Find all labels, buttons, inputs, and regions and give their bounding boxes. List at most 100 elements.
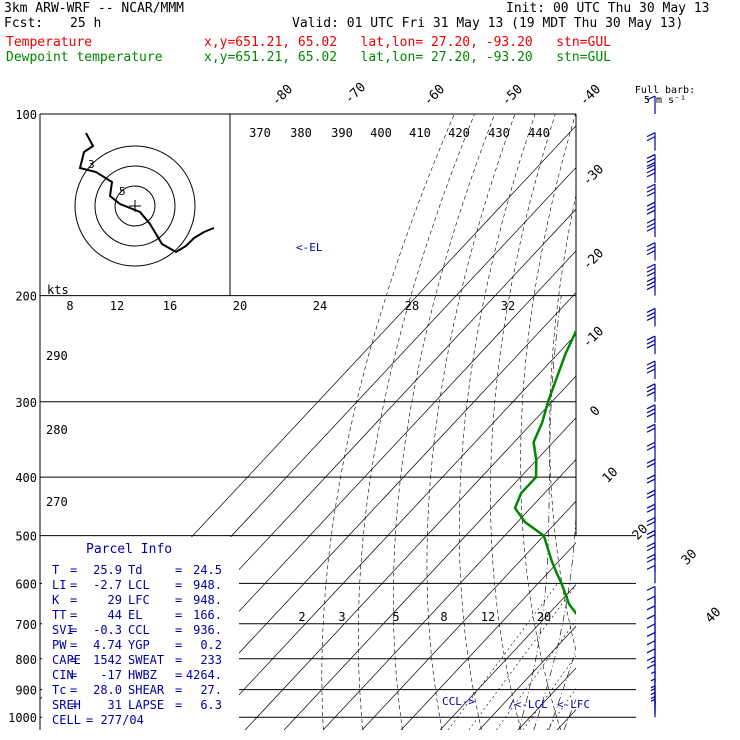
- pressure-tick-label: 100: [15, 108, 37, 122]
- parcel-key: YGP: [128, 638, 150, 652]
- parcel-eq: =: [70, 653, 77, 667]
- parcel-key: LFC: [128, 593, 150, 607]
- wind-barb-flag: [646, 339, 656, 345]
- isotherm-line: [322, 458, 576, 730]
- hodograph-ring-label: 5: [119, 185, 126, 198]
- wind-barb-half: [650, 698, 656, 702]
- parcel-value: 936.: [193, 623, 222, 637]
- parcel-eq: =: [70, 698, 77, 712]
- dry-adiabat-label: 290: [46, 349, 68, 363]
- moist-adiabat-line: [594, 296, 740, 730]
- barb-legend-title: Full barb:: [635, 85, 695, 96]
- parcel-eq: =: [175, 593, 182, 607]
- wind-barb-flag: [646, 640, 656, 646]
- parcel-eq: =: [70, 608, 77, 622]
- dry-adiabat-line: [706, 114, 740, 730]
- wind-barb: [646, 263, 656, 283]
- wind-barb-flag: [646, 605, 656, 611]
- wind-barb-half: [650, 671, 656, 675]
- isotherm-line: [400, 542, 576, 730]
- moist-adiabat-line: [579, 296, 695, 730]
- wind-barb-flag: [646, 458, 656, 464]
- el-marker: <-EL: [296, 241, 323, 254]
- wind-barb-flag: [646, 493, 656, 499]
- mixing-ratio-label: 5: [392, 610, 399, 624]
- wind-barb-flag: [646, 631, 656, 637]
- parcel-eq: =: [175, 638, 182, 652]
- parcel-eq: =: [70, 668, 77, 682]
- theta-label: 380: [290, 126, 312, 140]
- pressure-tick-label: 600: [15, 577, 37, 591]
- wind-barb-half: [650, 692, 656, 696]
- isotherm-line: [556, 709, 576, 730]
- parcel-value: 0.2: [200, 638, 222, 652]
- wind-barb-flag: [646, 614, 656, 620]
- isotherm-line: [478, 625, 576, 730]
- dry-adiabat-line: [631, 114, 719, 730]
- wind-barb: [646, 595, 656, 615]
- wind-barb-half: [650, 696, 656, 700]
- dry-adiabat-line: [729, 114, 740, 730]
- pressure-tick-label: 700: [15, 618, 37, 632]
- forecast-hours: 25 h: [70, 16, 102, 31]
- parcel-value: 44: [108, 608, 122, 622]
- parcel-eq: =: [175, 578, 182, 592]
- wind-barb-flag: [646, 187, 656, 193]
- mixing-ratio-label: 20: [537, 610, 551, 624]
- theta-label: 400: [370, 126, 392, 140]
- isotherm-line: [244, 375, 576, 730]
- forecast-label: Fcst:: [4, 16, 44, 31]
- parcel-value: 31: [108, 698, 122, 712]
- wind-barb-flag: [646, 478, 656, 484]
- wind-barb-flag: [646, 503, 656, 509]
- wind-barb-flag: [646, 201, 656, 207]
- dry-adiabat-label: 270: [46, 495, 68, 509]
- parcel-value: 25.9: [93, 563, 122, 577]
- ccl-marker: CCL->: [442, 695, 475, 708]
- wind-barb-flag: [646, 183, 656, 189]
- temperature-legend: Temperature: [6, 35, 93, 50]
- isotherm-line: [439, 584, 576, 730]
- theta-label: 420: [448, 126, 470, 140]
- wind-barb-flag: [646, 533, 656, 539]
- dry-adiabat-line: [321, 114, 455, 730]
- parcel-key: CAPE: [52, 653, 81, 667]
- parcel-eq: =: [70, 623, 77, 637]
- moist-adiabat-line: [548, 648, 576, 730]
- parcel-eq: =: [175, 653, 182, 667]
- parcel-value: 6.3: [200, 698, 222, 712]
- wind-barb-flag: [646, 542, 656, 548]
- parcel-key: LI: [52, 578, 66, 592]
- model-title: 3km ARW-WRF -- NCAR/MMM: [4, 1, 185, 16]
- dry-adiabat-line: [605, 114, 679, 730]
- parcel-key: HWBZ: [128, 668, 157, 682]
- isotherm-tick-label: -20: [580, 246, 607, 273]
- mixing-ratio-label: 12: [481, 610, 495, 624]
- wind-barb-flag: [646, 656, 656, 662]
- parcel-key: Tc: [52, 683, 66, 697]
- wind-barb: [646, 423, 656, 443]
- parcel-value: 4264.: [186, 668, 222, 682]
- wind-barb: [646, 242, 656, 261]
- hodograph: 35: [74, 114, 231, 296]
- parcel-key: SREH: [52, 698, 81, 712]
- isotherm-tick-label: -10: [580, 324, 607, 351]
- wind-barb-half: [650, 685, 656, 689]
- parcel-value: 233: [200, 653, 222, 667]
- wind-barb-flag: [646, 529, 656, 535]
- wind-barb-flag: [646, 335, 656, 341]
- dry-adiabat-label: 280: [46, 423, 68, 437]
- wind-barb: [646, 383, 656, 402]
- wind-barb-flag: [646, 521, 656, 527]
- parcel-eq: =: [70, 578, 77, 592]
- parcel-key: SHEAR: [128, 683, 165, 697]
- valid-time: Valid: 01 UTC Fri 31 May 13 (19 MDT Thu …: [292, 16, 684, 31]
- dry-adiabat-line: [549, 193, 576, 652]
- wind-barb-flag: [646, 648, 656, 654]
- isotherm-line: [635, 114, 740, 730]
- parcel-info-title: Parcel Info: [86, 542, 172, 557]
- theta-label: 390: [331, 126, 353, 140]
- wind-barb: [646, 95, 656, 114]
- mixing-ratio-line: [579, 583, 681, 730]
